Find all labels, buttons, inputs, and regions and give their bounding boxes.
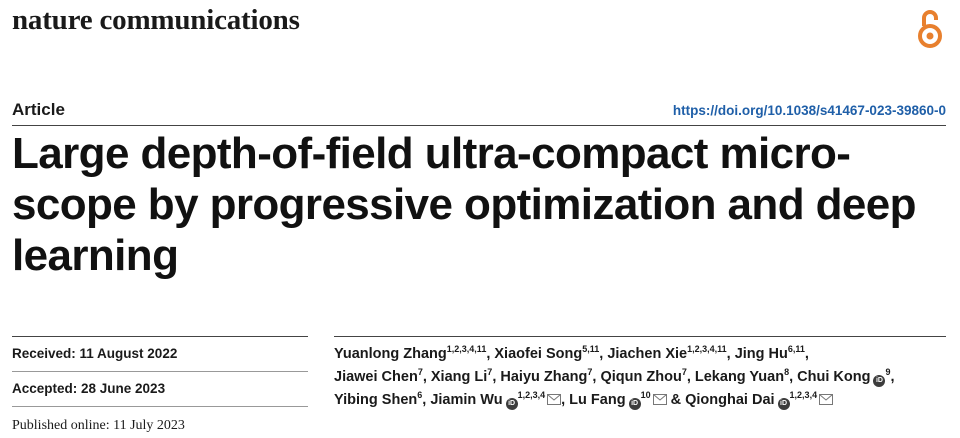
author[interactable]: Jiawei Chen7	[334, 367, 423, 386]
author-separator: ,	[804, 346, 809, 362]
author-name: Qiqun Zhou	[600, 369, 682, 385]
orcid-icon[interactable]: iD	[628, 398, 641, 410]
author[interactable]: Jiachen Xie1,2,3,4,11	[607, 344, 727, 363]
author-affiliation: 7	[417, 367, 423, 377]
received-date: Received: 11 August 2022	[12, 346, 178, 361]
author-separator: ,	[890, 369, 895, 385]
article-title: Large depth-of-field ultra-compact micro…	[12, 129, 917, 280]
date-divider	[12, 406, 308, 407]
author-separator: &	[670, 392, 682, 408]
orcid-icon[interactable]: iD	[873, 375, 886, 387]
authors-rule	[334, 336, 946, 337]
author-separator: ,	[592, 369, 597, 385]
author-separator: ,	[726, 346, 731, 362]
doi-link[interactable]: https://doi.org/10.1038/s41467-023-39860…	[672, 103, 946, 118]
open-access-icon	[918, 10, 942, 48]
author-affiliation: 6,11	[787, 344, 805, 354]
author-affiliation: 9	[885, 367, 891, 377]
orcid-icon[interactable]: iD	[505, 398, 518, 410]
author[interactable]: Yibing Shen6	[334, 390, 423, 409]
author-affiliation: 1,2,3,4	[789, 390, 818, 400]
author-affiliation: 1,2,3,4,11	[687, 344, 727, 354]
author[interactable]: Xiang Li7	[430, 367, 493, 386]
author-separator: ,	[422, 369, 427, 385]
author-separator: ,	[561, 392, 566, 408]
author-affiliation: 10	[640, 390, 651, 400]
author[interactable]: Qiqun Zhou7	[600, 367, 687, 386]
header-rule	[12, 125, 946, 126]
dates-rule	[12, 336, 308, 337]
author-list: Yuanlong Zhang1,2,3,4,11, Xiaofei Song5,…	[334, 343, 954, 412]
author-separator: ,	[686, 369, 691, 385]
author[interactable]: Chui Kong iD9	[797, 367, 891, 387]
author-separator: ,	[599, 346, 604, 362]
author-affiliation: 8	[784, 367, 790, 377]
author-name: Qionghai Dai	[685, 392, 775, 408]
author[interactable]: Jing Hu6,11	[734, 344, 805, 363]
author[interactable]: Lekang Yuan8	[694, 367, 790, 386]
author-separator: ,	[492, 369, 497, 385]
author[interactable]: Xiaofei Song5,11	[494, 344, 600, 363]
author-affiliation: 5,11	[582, 344, 600, 354]
author-name: Jiamin Wu	[430, 392, 503, 408]
author[interactable]: Lu Fang iD10	[569, 390, 667, 410]
mail-icon[interactable]	[652, 394, 667, 405]
author-affiliation: 1,2,3,4,11	[446, 344, 487, 354]
published-date: Published online: 11 July 2023	[12, 418, 185, 433]
author-name: Lu Fang	[569, 392, 626, 408]
author[interactable]: Yuanlong Zhang1,2,3,4,11	[334, 344, 487, 363]
author-name: Jing Hu	[734, 346, 788, 362]
orcid-icon[interactable]: iD	[777, 398, 790, 410]
author-name: Yibing Shen	[334, 392, 418, 408]
author-name: Xiang Li	[430, 369, 488, 385]
mail-icon[interactable]	[819, 394, 834, 405]
author-name: Xiaofei Song	[494, 346, 583, 362]
author[interactable]: Qionghai Dai iD1,2,3,4	[685, 390, 834, 410]
author-affiliation: 7	[681, 367, 687, 377]
author-name: Lekang Yuan	[694, 369, 785, 385]
author-separator: ,	[422, 392, 427, 408]
author-affiliation: 6	[417, 390, 423, 400]
author[interactable]: Haiyu Zhang7	[500, 367, 593, 386]
date-divider	[12, 371, 308, 372]
author-separator: ,	[486, 346, 491, 362]
article-type: Article	[12, 100, 65, 119]
author-affiliation: 1,2,3,4	[517, 390, 546, 400]
author[interactable]: Jiamin Wu iD1,2,3,4	[430, 390, 562, 410]
author-affiliation: 7	[587, 367, 593, 377]
author-name: Chui Kong	[797, 369, 871, 385]
accepted-date: Accepted: 28 June 2023	[12, 381, 166, 396]
author-name: Haiyu Zhang	[500, 369, 588, 385]
journal-name: nature communications	[12, 4, 300, 36]
mail-icon[interactable]	[547, 394, 562, 405]
author-affiliation: 7	[487, 367, 493, 377]
author-name: Jiawei Chen	[334, 369, 418, 385]
author-separator: ,	[789, 369, 794, 385]
author-name: Yuanlong Zhang	[334, 346, 447, 362]
author-name: Jiachen Xie	[607, 346, 688, 362]
